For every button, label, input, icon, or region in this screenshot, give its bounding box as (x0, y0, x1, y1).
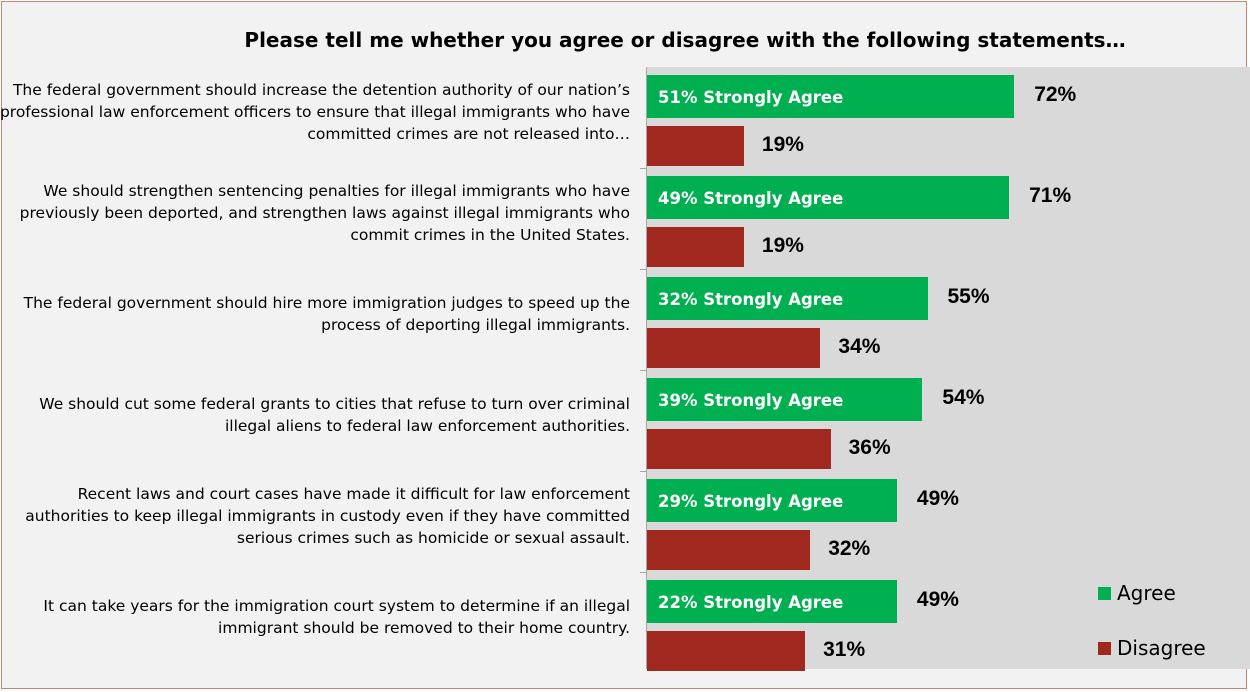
bar-agree-3 (647, 277, 928, 320)
category-label-2: We should strengthen sentencing penaltie… (19, 181, 630, 244)
axis-tick-1 (640, 168, 647, 169)
strongly-agree-label-3: 32% Strongly Agree (658, 290, 844, 309)
agree-value-label-5: 49% (916, 487, 959, 510)
disagree-value-label-1: 19% (761, 133, 804, 156)
disagree-value-label-2: 19% (761, 234, 804, 257)
disagree-value-label-3: 34% (838, 335, 881, 358)
disagree-value-label-5: 32% (828, 537, 871, 560)
strongly-agree-label-5: 29% Strongly Agree (658, 492, 844, 511)
bar-disagree-3 (647, 328, 821, 368)
bar-disagree-6 (647, 631, 806, 671)
bar-agree-1 (647, 75, 1015, 118)
disagree-value-label-4: 36% (848, 436, 891, 459)
category-label-5: Recent laws and court cases have made it… (25, 484, 630, 547)
bar-agree-2 (647, 176, 1010, 219)
agree-value-label-3: 55% (947, 285, 990, 308)
strongly-agree-label-1: 51% Strongly Agree (658, 88, 844, 107)
category-label-3: The federal government should hire more … (23, 293, 630, 334)
strongly-agree-label-6: 22% Strongly Agree (658, 593, 844, 612)
agree-value-label-2: 71% (1029, 184, 1072, 207)
agree-value-label-4: 54% (942, 386, 985, 409)
chart-title: Please tell me whether you agree or disa… (244, 28, 1126, 52)
category-label-6: It can take years for the immigration co… (43, 596, 630, 637)
bar-agree-6 (647, 580, 897, 623)
category-label-4: We should cut some federal grants to cit… (39, 394, 630, 435)
axis-tick-3 (640, 370, 647, 371)
bar-disagree-1 (647, 126, 744, 166)
category-axis (646, 67, 647, 669)
bar-disagree-4 (647, 429, 831, 469)
legend-label-agree: Agree (1117, 581, 1176, 605)
legend-label-disagree: Disagree (1117, 636, 1206, 660)
disagree-value-label-6: 31% (823, 638, 866, 661)
axis-tick-2 (640, 269, 647, 270)
agree-value-label-1: 72% (1034, 83, 1077, 106)
axis-tick-5 (640, 572, 647, 573)
agree-value-label-6: 49% (916, 588, 959, 611)
bar-agree-4 (647, 378, 923, 421)
bar-disagree-2 (647, 227, 744, 267)
legend-swatch-agree (1098, 587, 1111, 600)
legend-swatch-disagree (1098, 642, 1111, 655)
strongly-agree-label-2: 49% Strongly Agree (658, 189, 844, 208)
category-label-1: The federal government should increase t… (0, 80, 630, 143)
axis-tick-4 (640, 471, 647, 472)
bar-agree-5 (647, 479, 897, 522)
bar-disagree-5 (647, 530, 811, 570)
strongly-agree-label-4: 39% Strongly Agree (658, 391, 844, 410)
